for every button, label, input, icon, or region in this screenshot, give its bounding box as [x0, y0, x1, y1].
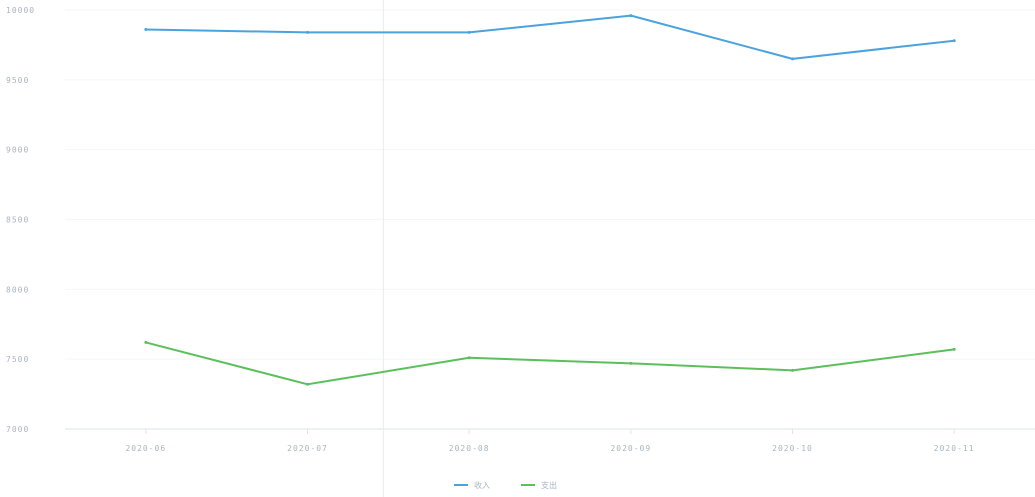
ytick-label: 7000 [6, 425, 29, 434]
data-point[interactable] [144, 340, 148, 344]
legend-label[interactable]: 收入 [474, 480, 490, 490]
series-layer [144, 14, 956, 386]
ytick-label: 9000 [6, 146, 29, 155]
series-line-1[interactable] [145, 341, 955, 386]
ytick-label: 10000 [6, 6, 35, 15]
data-point[interactable] [629, 361, 633, 365]
data-point[interactable] [306, 30, 309, 34]
xtick-label: 2020-07 [287, 444, 328, 453]
data-point[interactable] [467, 30, 471, 34]
data-point[interactable] [791, 57, 794, 61]
data-point[interactable] [952, 347, 956, 351]
xtick-label: 2020-06 [125, 444, 166, 453]
data-point[interactable] [952, 39, 956, 43]
grid-layer [65, 0, 1035, 497]
series-line-0[interactable] [145, 14, 955, 60]
legend-label[interactable]: 支出 [541, 480, 557, 490]
ytick-label: 8500 [6, 216, 29, 225]
data-point[interactable] [467, 356, 471, 360]
ytick-label: 7500 [6, 355, 29, 364]
axis-layer: 7000 7500 8000 8500 9000 9500 10000 2020-06 2020… [6, 6, 975, 453]
xtick-label: 2020-10 [772, 444, 813, 453]
data-point[interactable] [791, 368, 794, 372]
ytick-label: 9500 [6, 76, 29, 85]
ytick-label: 8000 [6, 285, 29, 294]
xtick-label: 2020-09 [610, 444, 651, 453]
legend[interactable]: 收入 支出 [454, 480, 557, 490]
data-point[interactable] [629, 14, 633, 18]
data-point[interactable] [306, 382, 309, 386]
data-point[interactable] [144, 28, 148, 32]
xtick-label: 2020-08 [449, 444, 490, 453]
xtick-label: 2020-11 [934, 444, 975, 453]
